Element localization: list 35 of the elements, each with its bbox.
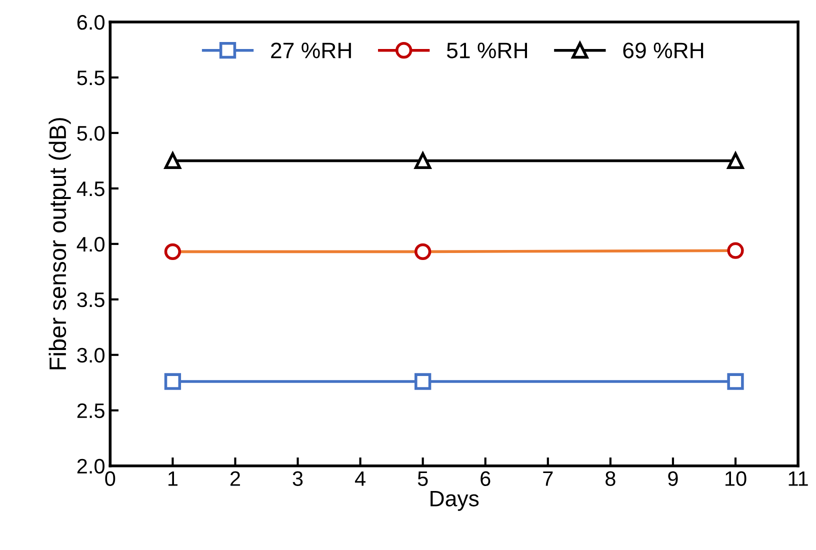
- y-tick-label: 3.0: [77, 348, 104, 363]
- x-tick-label: 10: [726, 471, 746, 486]
- x-tick-label: 8: [606, 471, 616, 486]
- x-tick-label: 9: [668, 471, 678, 486]
- legend-label: 69 %RH: [623, 42, 704, 58]
- y-tick-label: 2.5: [77, 403, 104, 418]
- x-tick-label: 2: [230, 471, 240, 486]
- legend-label: 27 %RH: [271, 42, 351, 58]
- x-tick-label: 11: [788, 471, 808, 486]
- point: [414, 152, 432, 170]
- y-tick-label: 5.5: [77, 70, 104, 86]
- x-tick-label: 0: [105, 471, 116, 486]
- y-tick-label: 4.0: [76, 236, 104, 252]
- y-axis-title: Fiber sensor output (dB): [48, 118, 71, 370]
- point: [164, 152, 182, 170]
- y-tick-label: 5.0: [77, 126, 104, 141]
- x-tick-label: 3: [292, 471, 303, 486]
- y-tick-label: 3.5: [77, 292, 104, 308]
- y-tick-label: 6.0: [77, 15, 104, 30]
- x-tick-label: 7: [543, 471, 553, 486]
- x-tick-label: 5: [418, 471, 428, 486]
- x-tick-label: 4: [354, 471, 366, 486]
- x-tick-label: 1: [168, 471, 178, 486]
- y-tick-label: 2.0: [77, 458, 104, 474]
- point: [164, 373, 182, 390]
- point: [727, 242, 744, 259]
- point: [414, 373, 432, 390]
- y-tick-label: 4.5: [76, 182, 104, 196]
- legend-label: 51 %RH: [446, 42, 527, 58]
- x-axis-title: Days: [430, 490, 479, 511]
- point: [727, 373, 744, 390]
- point: [414, 243, 432, 260]
- x-tick-label: 6: [480, 471, 490, 486]
- point: [727, 152, 744, 170]
- point: [164, 243, 182, 260]
